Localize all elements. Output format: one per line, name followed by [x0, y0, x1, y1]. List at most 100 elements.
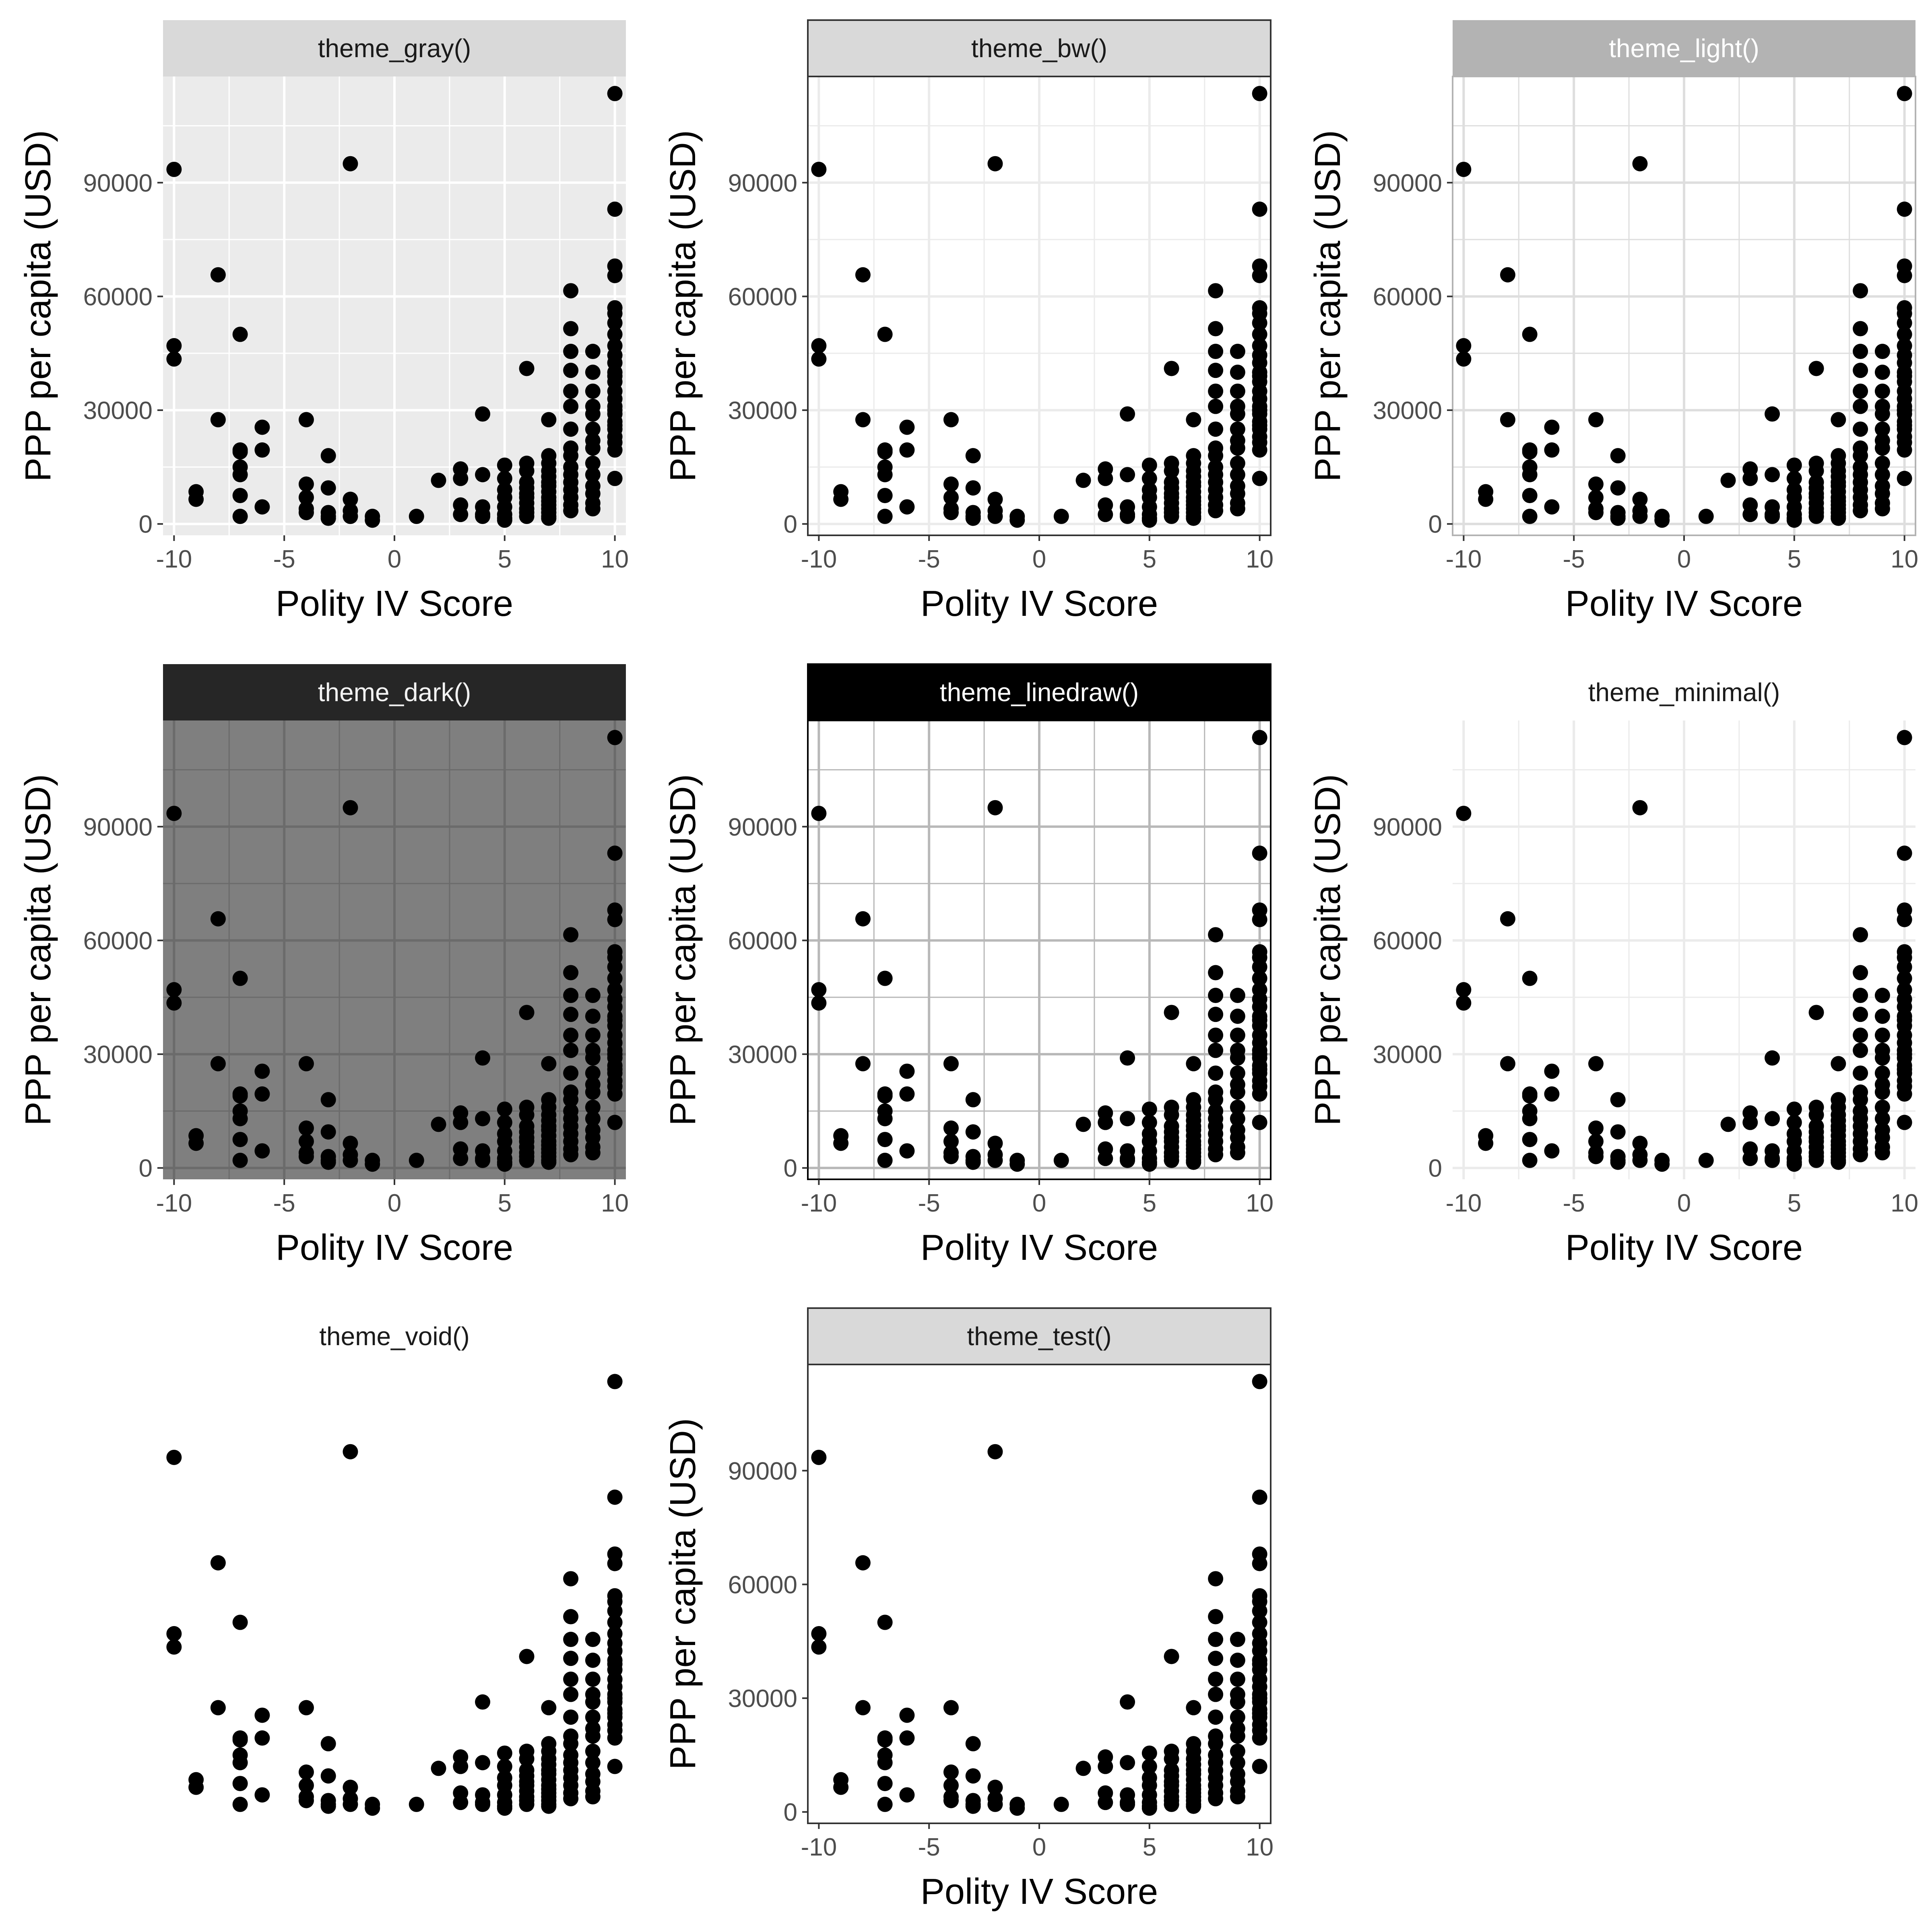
data-point: [1252, 402, 1267, 418]
data-point: [1853, 448, 1868, 464]
x-tick-label: 10: [1246, 545, 1274, 573]
x-tick-label: 10: [601, 545, 629, 573]
data-point: [943, 1764, 959, 1780]
data-point: [343, 1152, 358, 1168]
data-point: [232, 1732, 248, 1748]
data-point: [1853, 1147, 1868, 1162]
data-point: [1808, 508, 1824, 524]
data-point: [1874, 440, 1890, 456]
data-point: [1808, 1005, 1824, 1020]
data-point: [987, 491, 1003, 507]
data-point: [585, 1099, 601, 1115]
data-point: [166, 161, 182, 177]
data-point: [475, 1152, 491, 1168]
x-axis-title: Polity IV Score: [921, 1228, 1158, 1268]
data-point: [519, 1649, 535, 1664]
strip-label: theme_linedraw(): [940, 678, 1139, 707]
data-point: [607, 730, 623, 745]
panel-light: theme_light() -10 -5 0 5 10 0 30000 60000 90000 Po…: [1308, 20, 1918, 624]
data-point: [541, 1056, 557, 1071]
x-axis-title: Polity IV Score: [921, 584, 1158, 624]
data-point: [453, 1759, 469, 1774]
data-point: [1098, 1795, 1113, 1810]
data-point: [1874, 421, 1890, 437]
data-point: [1186, 1700, 1201, 1715]
data-point: [188, 491, 204, 507]
data-point: [1230, 364, 1245, 380]
y-tick-label: 90000: [1373, 813, 1442, 841]
data-point: [1853, 503, 1868, 518]
x-tick-label: 10: [1891, 1189, 1918, 1217]
data-point: [1252, 1705, 1267, 1721]
data-point: [541, 1798, 557, 1814]
data-point: [210, 1056, 226, 1071]
data-point: [298, 1056, 314, 1071]
data-point: [1230, 501, 1245, 517]
scatter-points: [811, 86, 1267, 528]
data-point: [1456, 338, 1472, 353]
data-point: [409, 1796, 424, 1812]
data-point: [563, 965, 579, 980]
data-point: [519, 1152, 535, 1168]
data-point: [1120, 508, 1135, 524]
data-point: [877, 1755, 893, 1771]
x-axis-title: Polity IV Score: [1565, 1228, 1803, 1268]
data-point: [943, 1149, 959, 1164]
data-point: [563, 1042, 579, 1058]
x-tick-label: -10: [1446, 545, 1482, 573]
data-point: [585, 1065, 601, 1081]
data-point: [320, 1768, 336, 1784]
data-point: [563, 421, 579, 437]
data-point: [811, 351, 827, 367]
data-point: [1230, 1743, 1245, 1759]
data-point: [899, 1730, 915, 1746]
x-tick-label: -10: [156, 545, 192, 573]
x-tick-label: -10: [801, 1833, 837, 1861]
data-point: [1252, 1489, 1267, 1505]
data-point: [877, 1614, 893, 1630]
data-point: [343, 156, 358, 171]
data-point: [1456, 982, 1472, 997]
data-point: [298, 1149, 314, 1164]
data-point: [607, 86, 623, 101]
data-point: [1230, 1050, 1245, 1066]
data-point: [563, 1065, 579, 1081]
data-point: [1831, 1056, 1846, 1071]
data-point: [1230, 1008, 1245, 1024]
data-point: [811, 1639, 827, 1655]
x-tick-label: 0: [1032, 1189, 1046, 1217]
data-point: [1632, 156, 1648, 171]
data-point: [607, 1489, 623, 1505]
data-point: [1230, 1694, 1245, 1710]
y-tick-label: 0: [139, 511, 153, 539]
y-tick-label: 60000: [728, 927, 797, 955]
data-point: [365, 1800, 380, 1816]
data-point: [232, 1111, 248, 1127]
axes: -10 -5 0 5 10 0 30000 60000 90000 Polity IV Score…: [18, 774, 629, 1268]
data-point: [585, 1652, 601, 1668]
data-point: [1632, 491, 1648, 507]
data-point: [585, 440, 601, 456]
data-point: [343, 491, 358, 507]
data-point: [1208, 1065, 1224, 1081]
data-point: [1186, 510, 1201, 526]
data-point: [320, 1152, 336, 1168]
data-point: [453, 1115, 469, 1130]
data-point: [254, 1787, 270, 1803]
data-point: [166, 995, 182, 1011]
strip-label: theme_void(): [319, 1322, 470, 1351]
data-point: [343, 800, 358, 815]
data-point: [210, 267, 226, 283]
y-tick-label: 0: [784, 511, 797, 539]
data-point: [607, 1759, 623, 1774]
data-point: [585, 1671, 601, 1687]
data-point: [1765, 1152, 1780, 1168]
y-axis-title: PPP per capita (USD): [18, 130, 58, 482]
data-point: [1186, 1154, 1201, 1170]
data-point: [519, 508, 535, 524]
data-point: [833, 1135, 849, 1151]
x-tick-label: 5: [498, 1189, 512, 1217]
data-point: [1765, 1050, 1780, 1066]
data-point: [855, 911, 871, 927]
